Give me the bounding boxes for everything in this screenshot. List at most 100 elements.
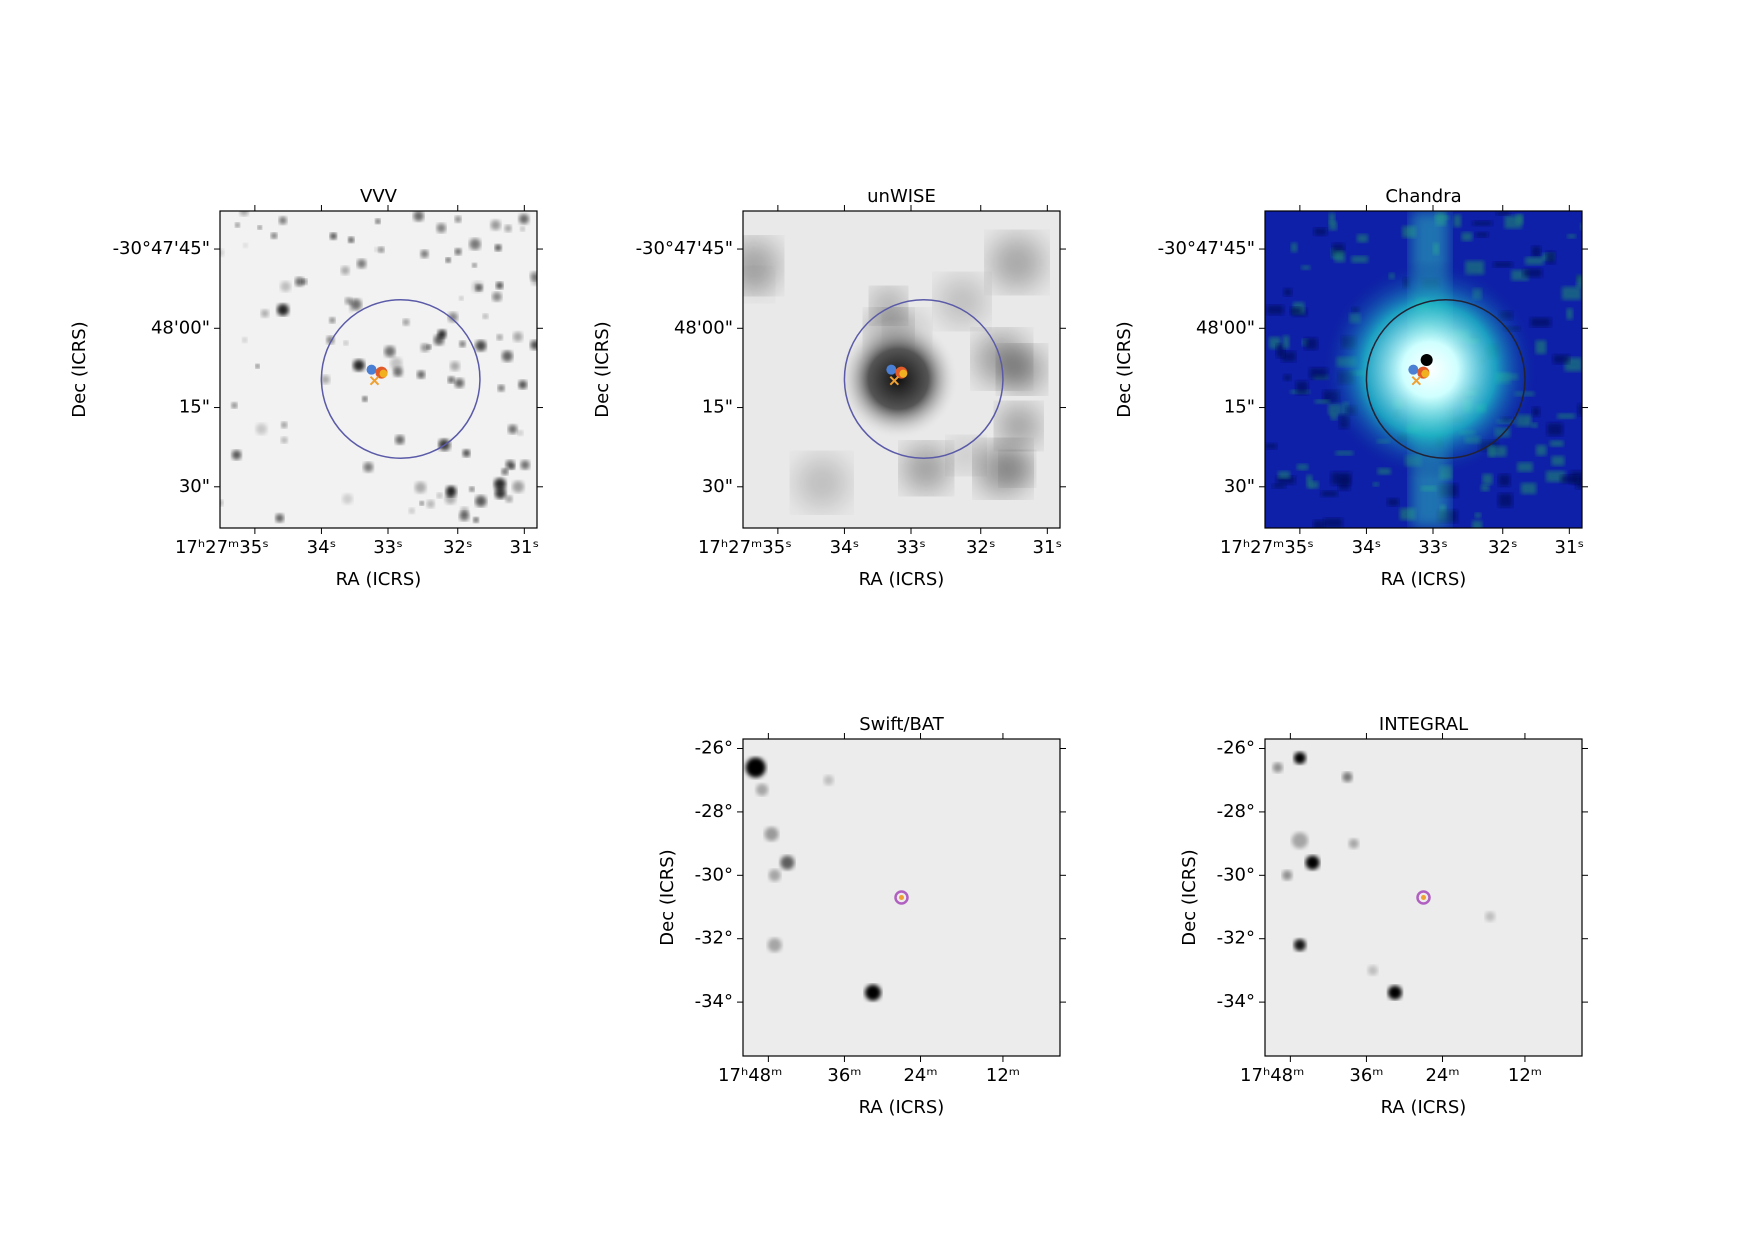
star bbox=[459, 511, 470, 521]
panel-title: Swift/BAT bbox=[859, 714, 945, 735]
aperture bbox=[894, 890, 909, 905]
star bbox=[490, 220, 501, 231]
star bbox=[375, 218, 381, 224]
noise bbox=[1266, 305, 1284, 315]
star bbox=[462, 449, 471, 457]
star bbox=[447, 376, 455, 384]
frame bbox=[742, 210, 1061, 529]
star bbox=[349, 308, 354, 313]
noise bbox=[1520, 482, 1537, 495]
star bbox=[330, 232, 337, 240]
star bbox=[281, 421, 288, 428]
star bbox=[257, 225, 262, 230]
x-axis-label: RA (ICRS) bbox=[1381, 1097, 1467, 1118]
x-tick-label: 17ʰ27ᵐ35ˢ bbox=[175, 537, 269, 558]
star bbox=[459, 341, 466, 348]
noise bbox=[1276, 344, 1286, 358]
star bbox=[494, 487, 506, 499]
blob bbox=[780, 855, 795, 870]
noise bbox=[1461, 232, 1473, 242]
star bbox=[482, 313, 488, 319]
noise bbox=[1546, 470, 1566, 483]
panel: unWISE RA (ICRS) Dec (ICRS) 17ʰ27ᵐ35ˢ 34ˢ 33ˢ… bbox=[592, 186, 1066, 590]
noise bbox=[1335, 450, 1354, 456]
source bbox=[838, 319, 959, 440]
star bbox=[497, 384, 505, 392]
noise bbox=[1268, 336, 1281, 349]
x-tick-label: 31ˢ bbox=[510, 537, 540, 558]
star bbox=[445, 257, 451, 263]
noise bbox=[1272, 483, 1286, 489]
frame bbox=[219, 210, 538, 529]
star bbox=[413, 211, 424, 222]
noise bbox=[1276, 475, 1295, 485]
blob bbox=[1001, 453, 1034, 485]
star bbox=[530, 340, 537, 350]
noise bbox=[1560, 475, 1580, 484]
marker bbox=[366, 364, 377, 375]
noise bbox=[1351, 255, 1368, 263]
star bbox=[343, 340, 349, 346]
image bbox=[1265, 739, 1582, 1056]
star bbox=[469, 486, 475, 492]
blob bbox=[764, 827, 779, 842]
star bbox=[409, 508, 415, 514]
x-tick-label: 24ᵐ bbox=[1425, 1065, 1459, 1086]
noise bbox=[1498, 493, 1513, 508]
y-tick-label: 30" bbox=[702, 476, 733, 497]
star bbox=[450, 361, 460, 371]
star bbox=[518, 213, 530, 225]
noise bbox=[1321, 490, 1338, 497]
x-tick-label: 34ˢ bbox=[1352, 537, 1382, 558]
blob bbox=[745, 757, 766, 778]
y-tick-label: -30°47'45" bbox=[1158, 238, 1255, 259]
marker bbox=[899, 369, 908, 378]
blob bbox=[1387, 985, 1402, 1000]
star bbox=[517, 430, 524, 436]
blob bbox=[902, 445, 950, 492]
blob bbox=[1367, 965, 1378, 976]
panel-title: unWISE bbox=[867, 186, 936, 207]
blob bbox=[823, 775, 834, 786]
noise bbox=[1309, 481, 1319, 489]
x-tick-label: 24ᵐ bbox=[903, 1065, 937, 1086]
x-tick-label: 17ʰ48ᵐ bbox=[718, 1065, 782, 1086]
blob bbox=[767, 938, 782, 953]
noise bbox=[1377, 468, 1391, 475]
star bbox=[345, 297, 353, 305]
star bbox=[518, 380, 528, 390]
star bbox=[438, 439, 448, 448]
blob bbox=[948, 438, 984, 473]
star bbox=[231, 402, 238, 409]
noise bbox=[1282, 335, 1290, 349]
image bbox=[743, 211, 1060, 528]
star bbox=[426, 499, 435, 509]
star bbox=[472, 281, 484, 293]
noise bbox=[1453, 214, 1462, 228]
x-tick-label: 33ˢ bbox=[1418, 537, 1448, 558]
y-tick-label: -26° bbox=[1217, 738, 1255, 759]
star bbox=[239, 211, 249, 216]
noise bbox=[1278, 470, 1291, 479]
y-tick-label: -32° bbox=[695, 928, 733, 949]
noise bbox=[1471, 520, 1483, 528]
marker bbox=[379, 369, 388, 378]
star bbox=[472, 263, 477, 268]
image bbox=[1265, 211, 1582, 528]
y-tick-label: -34° bbox=[695, 991, 733, 1012]
marker bbox=[1411, 375, 1422, 386]
y-axis-label: Dec (ICRS) bbox=[1114, 321, 1135, 417]
y-tick-label: 30" bbox=[179, 476, 210, 497]
noise bbox=[1496, 211, 1510, 216]
x-tick-label: 34ˢ bbox=[307, 537, 337, 558]
source bbox=[1319, 259, 1540, 480]
x-axis-label: RA (ICRS) bbox=[1381, 569, 1467, 590]
star bbox=[220, 249, 225, 257]
y-tick-label: 15" bbox=[702, 397, 733, 418]
panel-title: VVV bbox=[360, 186, 398, 207]
noise bbox=[1306, 475, 1313, 489]
blob bbox=[1485, 911, 1496, 922]
noise bbox=[1531, 422, 1538, 428]
x-tick-label: 34ˢ bbox=[830, 537, 860, 558]
star bbox=[220, 499, 224, 507]
